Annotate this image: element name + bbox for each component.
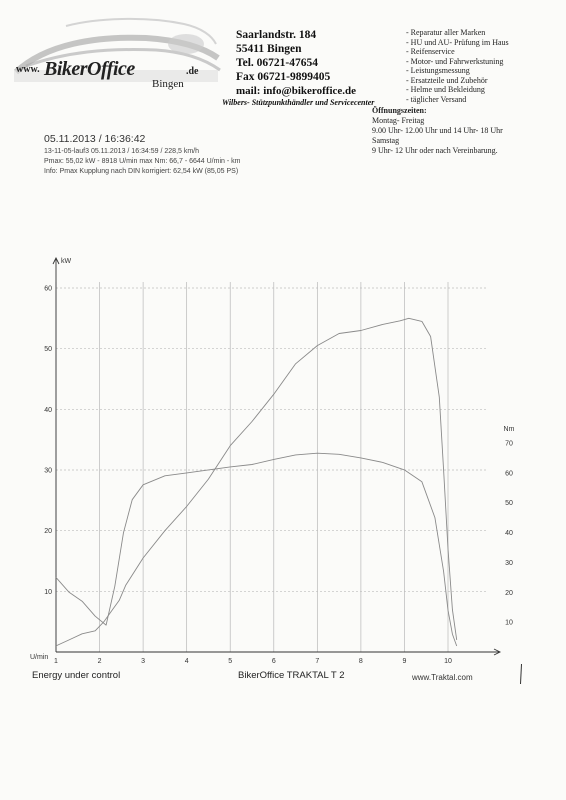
run-line: Info: Pmax Kupplung nach DIN korrigiert:… (44, 168, 239, 175)
chart-ticks: 1 2 3 4 5 6 7 8 9 10 10 20 30 40 50 60 10 20 30 40 50 60 70 (44, 286, 513, 666)
address-city: 55411 Bingen (236, 43, 302, 55)
x-tick-label: 5 (228, 658, 232, 665)
service-item: - täglicher Versand (406, 94, 467, 104)
chart-axes (52, 256, 502, 656)
run-date: 05.11.2013 / 16:36:42 (44, 133, 146, 145)
logo-city: Bingen (152, 78, 184, 90)
pen-mark-icon (520, 664, 522, 684)
address-mail: mail: info@bikeroffice.de (236, 85, 357, 97)
footer-url: www.Traktal.com (412, 673, 473, 682)
logo-motorcycle-graphic (13, 17, 221, 82)
y-tick-label: 40 (44, 407, 52, 414)
run-line: 13-11-05-lauf3 05.11.2013 / 16:34:59 / 2… (44, 148, 200, 155)
y2-tick-label: 70 (505, 441, 513, 448)
service-item: - Helme und Bekleidung (406, 85, 485, 94)
y-tick-label: 60 (44, 286, 52, 293)
opening-hours: Öffnungszeiten: Montag- Freitag 9.00 Uhr… (372, 106, 503, 156)
y-axis-arrow-icon (52, 256, 60, 265)
chart-series (55, 317, 458, 647)
x-tick-label: 10 (444, 658, 452, 665)
y2-tick-label: 40 (505, 530, 513, 537)
x-tick-label: 6 (272, 658, 276, 665)
dealer-line: Wilbers- Stützpunkthändler und Servicece… (222, 98, 375, 107)
y2-tick-label: 30 (505, 560, 513, 567)
hours-line: 9.00 Uhr- 12.00 Uhr und 14 Uhr- 18 Uhr (372, 126, 503, 135)
power-curve (55, 317, 458, 647)
torque-curve (55, 452, 458, 647)
y2-tick-label: 10 (505, 620, 513, 627)
logo-www: www. (16, 64, 40, 75)
hours-title: Öffnungszeiten: (372, 106, 427, 115)
y2-tick-label: 50 (505, 500, 513, 507)
y-tick-label: 30 (44, 468, 52, 475)
services-list: - Reparatur aller Marken - HU und AU- Pr… (406, 28, 509, 104)
x-axis-label: U/min (30, 654, 48, 661)
address-fax: Fax 06721-9899405 (236, 71, 331, 83)
hours-line: 9 Uhr- 12 Uhr oder nach Vereinbarung. (372, 146, 498, 155)
x-tick-label: 9 (402, 658, 406, 665)
run-line: Pmax: 55,02 kW - 8918 U/min max Nm: 66,7… (44, 158, 241, 165)
y-tick-label: 20 (44, 528, 52, 535)
y2-tick-label: 60 (505, 470, 513, 477)
address-street: Saarlandstr. 184 (236, 29, 317, 41)
logo-brand: BikerOffice (44, 58, 135, 80)
x-tick-label: 3 (141, 658, 145, 665)
x-axis-arrow-icon (493, 648, 502, 656)
hours-line: Samstag (372, 136, 400, 145)
service-item: - Reparatur aller Marken (406, 28, 486, 37)
service-item: - Ersatzteile und Zubehör (406, 75, 488, 85)
logo-tld: .de (186, 66, 199, 77)
footer-slogan: Energy under control (32, 670, 121, 681)
x-tick-label: 4 (185, 658, 189, 665)
footer-device: BikerOffice TRAKTAL T 2 (238, 670, 345, 681)
x-tick-label: 2 (98, 658, 102, 665)
y-tick-label: 50 (44, 346, 52, 353)
y-tick-label: 10 (44, 589, 52, 596)
x-tick-label: 1 (54, 658, 58, 665)
logo (6, 14, 228, 98)
service-item: - Reifenservice (406, 47, 455, 56)
service-item: - Leistungsmessung (406, 66, 470, 75)
address-phone: Tel. 06721-47654 (236, 57, 318, 69)
x-tick-label: 7 (315, 658, 319, 665)
service-item: - Motor- und Fahrwerkstuning (406, 56, 504, 66)
service-item: - HU und AU- Prüfung im Haus (406, 37, 509, 47)
y2-tick-label: 20 (505, 590, 513, 597)
y2-axis-label: Nm (504, 426, 515, 433)
y-axis-label: kW (61, 258, 72, 265)
hours-line: Montag- Freitag (372, 116, 425, 125)
x-tick-label: 8 (359, 658, 363, 665)
